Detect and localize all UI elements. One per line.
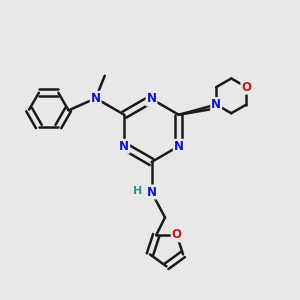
Text: N: N: [174, 140, 184, 153]
Text: N: N: [146, 92, 157, 106]
Text: O: O: [241, 81, 251, 94]
Text: O: O: [172, 228, 182, 242]
Text: H: H: [134, 185, 142, 196]
Text: N: N: [91, 92, 101, 105]
Text: N: N: [119, 140, 129, 153]
Text: N: N: [146, 185, 157, 199]
Text: N: N: [211, 98, 221, 111]
